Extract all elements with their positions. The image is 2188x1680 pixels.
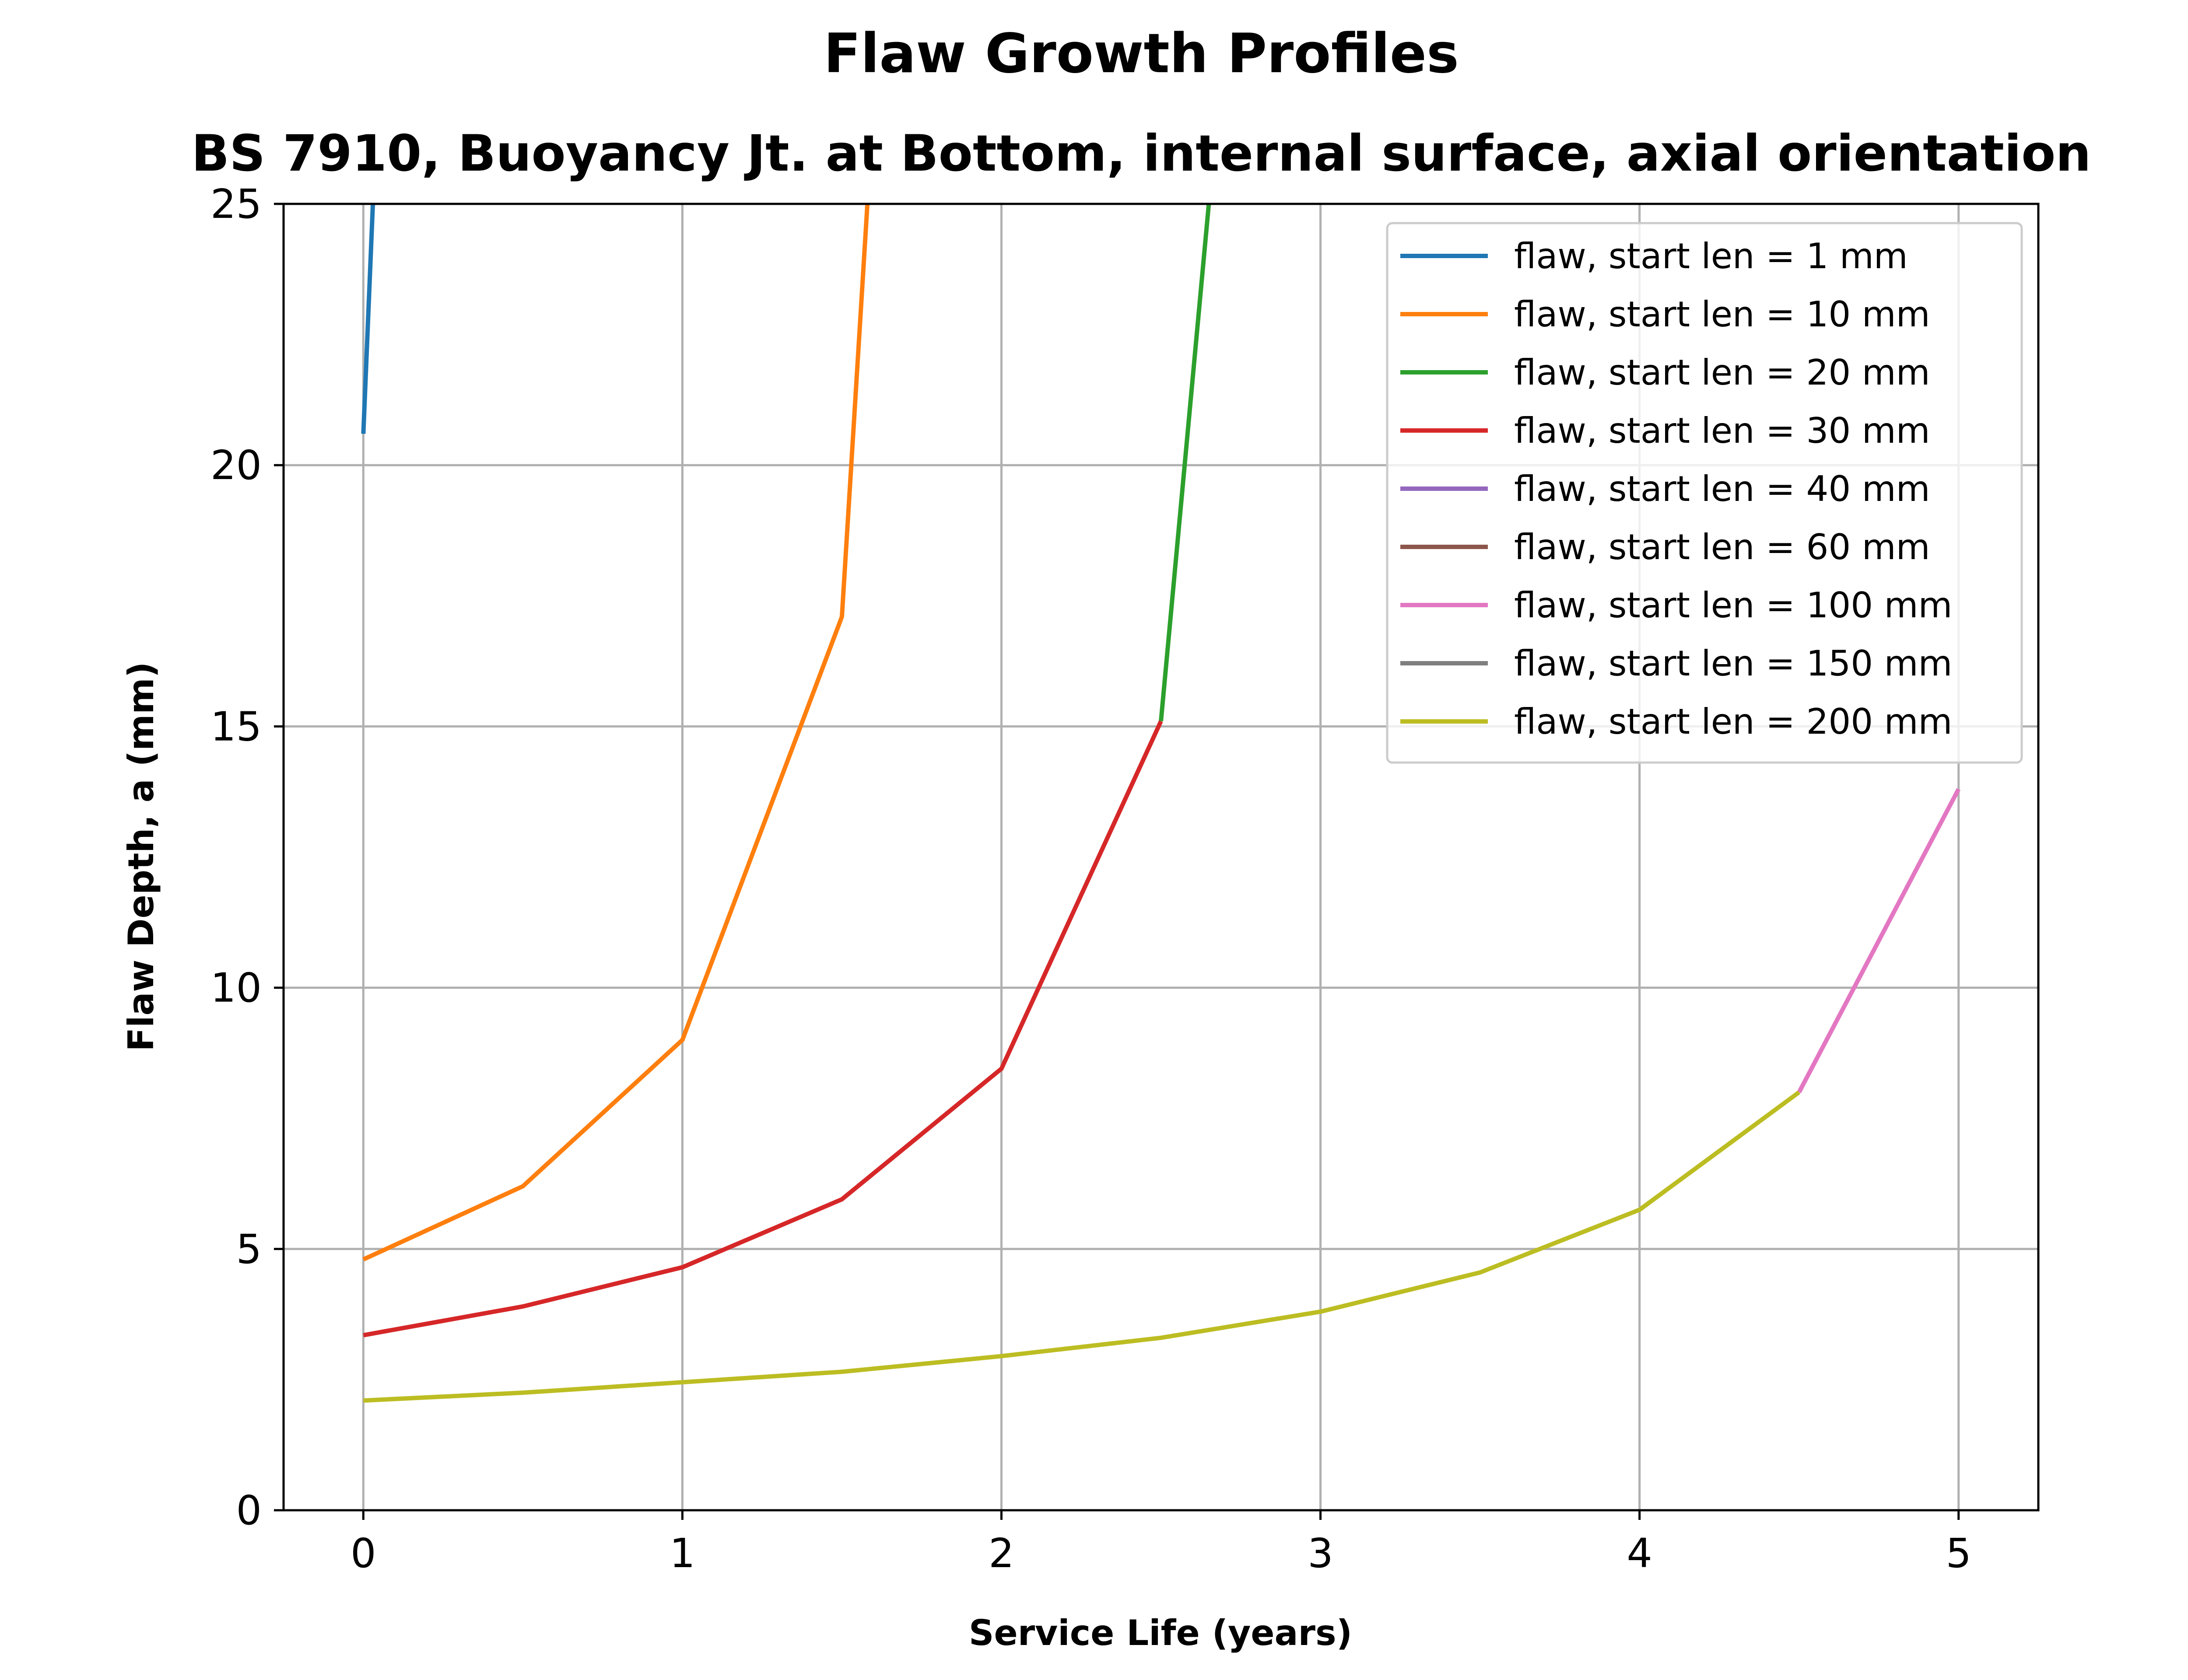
legend-label-2: flaw, start len = 20 mm xyxy=(1514,352,1930,393)
x-tick-label: 5 xyxy=(1946,1530,1971,1577)
x-tick-label: 3 xyxy=(1308,1530,1333,1577)
y-tick-label: 25 xyxy=(210,181,262,228)
legend-label-5: flaw, start len = 60 mm xyxy=(1514,527,1930,567)
series-line-8 xyxy=(363,1090,1801,1403)
x-tick-label: 0 xyxy=(351,1530,376,1577)
series-line-6 xyxy=(1797,788,1961,1093)
plot-area-frame xyxy=(282,203,2040,1512)
x-tick-label: 4 xyxy=(1627,1530,1652,1577)
series-lines xyxy=(361,204,1961,1403)
legend-label-4: flaw, start len = 40 mm xyxy=(1514,469,1930,509)
axis-ticks: 0 1 2 3 4 5 0 5 10 15 20 25 xyxy=(210,181,1971,1577)
legend-label-0: flaw, start len = 1 mm xyxy=(1514,236,1908,276)
x-tick-label: 2 xyxy=(989,1530,1014,1577)
chart-title: Flaw Growth Profiles xyxy=(824,22,1459,85)
series-line-0 xyxy=(361,204,375,434)
chart-subtitle: BS 7910, Buoyancy Jt. at Bottom, interna… xyxy=(191,124,2091,182)
series-line-3 xyxy=(363,720,1163,1337)
y-tick-label: 5 xyxy=(236,1226,262,1273)
legend-label-7: flaw, start len = 150 mm xyxy=(1514,643,1952,684)
legend-box xyxy=(1386,222,2023,764)
y-tick-label: 0 xyxy=(236,1487,262,1534)
series-line-1 xyxy=(362,204,870,1262)
legend-label-1: flaw, start len = 10 mm xyxy=(1514,294,1930,335)
legend-label-6: flaw, start len = 100 mm xyxy=(1514,585,1952,626)
series-line-2 xyxy=(1159,204,1211,721)
y-axis-label: Flaw Depth, a (mm) xyxy=(121,662,161,1052)
x-axis-label: Service Life (years) xyxy=(969,1613,1352,1653)
legend-label-3: flaw, start len = 30 mm xyxy=(1514,410,1930,451)
y-tick-label: 20 xyxy=(210,442,262,489)
y-tick-label: 10 xyxy=(210,965,262,1012)
x-tick-label: 1 xyxy=(670,1530,695,1577)
legend: flaw, start len = 1 mm flaw, start len = … xyxy=(1386,222,2023,764)
y-tick-label: 15 xyxy=(210,703,262,750)
legend-label-8: flaw, start len = 200 mm xyxy=(1514,701,1952,742)
